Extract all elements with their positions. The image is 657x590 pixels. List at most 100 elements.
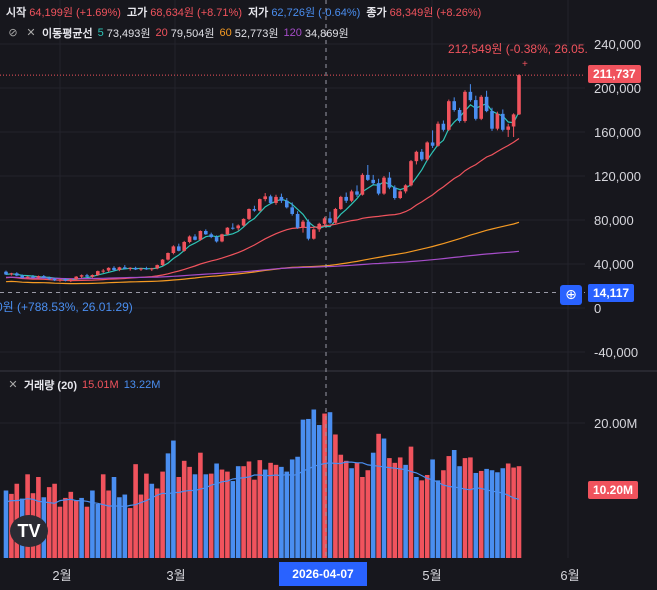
volume-bar	[95, 504, 101, 558]
volume-bar	[279, 466, 284, 558]
ma-60-period: 60	[219, 27, 232, 39]
y-tick-label: 200,000	[594, 81, 641, 96]
volume-tag: 10.20M	[588, 481, 639, 499]
candle-body	[495, 113, 500, 129]
volume-bar	[349, 468, 354, 558]
candle-body	[511, 114, 516, 127]
candle-body	[52, 278, 57, 281]
y-tick-label: 80,000	[594, 213, 634, 228]
close-icon[interactable]: ✕	[8, 379, 18, 391]
volume-bar	[300, 419, 306, 558]
eye-off-icon[interactable]: ⊘	[8, 27, 18, 39]
volume-bar	[176, 477, 182, 558]
candle-body	[414, 151, 419, 162]
candle-body	[430, 142, 435, 146]
volume-bar	[52, 483, 57, 558]
candle-body	[393, 187, 397, 198]
candle-body	[457, 110, 462, 121]
candle-body	[268, 196, 273, 203]
high-change: (+8.71%)	[197, 7, 242, 19]
candle-body	[441, 123, 446, 130]
candle-body	[101, 270, 105, 272]
candle-body	[252, 209, 257, 211]
volume-bar	[230, 481, 236, 558]
volume-bar	[268, 462, 273, 558]
candle-body	[193, 236, 197, 240]
volume-bar	[462, 458, 468, 558]
candle-body	[63, 279, 68, 281]
low-label: 저가	[248, 7, 269, 19]
candle-body	[263, 196, 267, 200]
ma-legend-title: 이동평균선	[42, 28, 93, 40]
high-label: 고가	[127, 7, 148, 19]
candle-body	[468, 91, 473, 101]
volume-bar	[225, 471, 230, 558]
candle-body	[247, 209, 251, 219]
volume-bar	[484, 468, 489, 558]
candle-body	[403, 185, 408, 192]
candle-body	[225, 227, 230, 235]
volume-bar	[381, 438, 387, 558]
high-value: 68,634원	[150, 7, 195, 19]
candle-body	[47, 277, 51, 279]
last-price-tag: 211,737	[588, 65, 641, 83]
candle-body	[31, 276, 35, 278]
volume-bar	[451, 450, 457, 558]
candle-body	[9, 273, 14, 275]
candle-body	[317, 223, 321, 230]
volume-ma-line	[5, 461, 520, 508]
volume-bar	[424, 474, 430, 558]
volume-bar	[489, 470, 495, 558]
candle-body	[274, 196, 278, 203]
candle-body	[160, 259, 165, 266]
ma-legend: ⊘ ✕ 이동평균선 5 73,493원 20 79,504원 60 52,773원 1…	[6, 25, 348, 41]
volume-bar	[122, 494, 128, 558]
volume-bar	[311, 409, 317, 558]
ma-20-period: 20	[155, 27, 168, 39]
y-tick-label: 0	[594, 301, 601, 316]
volume-bar	[441, 470, 446, 558]
volume-bar	[90, 490, 95, 558]
volume-bar	[511, 467, 516, 558]
volume-bar	[430, 459, 435, 558]
ma-60-value: 52,773원	[234, 28, 279, 40]
volume-bar	[198, 452, 203, 558]
close-label: 종가	[366, 7, 387, 19]
volume-bar	[397, 457, 403, 558]
volume-bar	[322, 413, 327, 558]
x-tick-label: 5월	[422, 568, 441, 583]
volume-bar	[289, 459, 295, 558]
candle-body	[74, 276, 78, 280]
candle-body	[231, 227, 235, 229]
candle-body	[484, 96, 489, 112]
volume-bar	[57, 506, 63, 558]
candle-body	[452, 101, 456, 110]
volume-bar	[505, 463, 511, 558]
open-change: (+1.69%)	[76, 7, 121, 19]
close-change: (+8.26%)	[436, 7, 482, 19]
candle-body	[409, 161, 413, 186]
candle-body	[517, 75, 521, 115]
add-price-button[interactable]: ⊕	[560, 285, 582, 305]
candle-body	[355, 191, 359, 195]
low-value: 62,726원	[271, 7, 316, 19]
candle-body	[123, 267, 127, 269]
close-icon[interactable]: ✕	[26, 27, 36, 39]
volume-bar	[208, 473, 214, 558]
candle-body	[479, 96, 483, 119]
candle-body	[360, 174, 365, 195]
candle-body	[144, 268, 149, 270]
candle-body	[171, 246, 176, 253]
open-label: 시작	[6, 7, 27, 19]
candle-body	[387, 177, 392, 188]
volume-bar	[408, 446, 414, 558]
candle-body	[474, 100, 478, 119]
candle-body	[69, 279, 73, 281]
volume-bar	[516, 466, 522, 558]
volume-bar	[160, 471, 165, 558]
volume-bar	[376, 433, 381, 558]
volume-bar	[252, 479, 257, 558]
candle-body	[333, 209, 338, 223]
volume-bar	[235, 466, 241, 558]
